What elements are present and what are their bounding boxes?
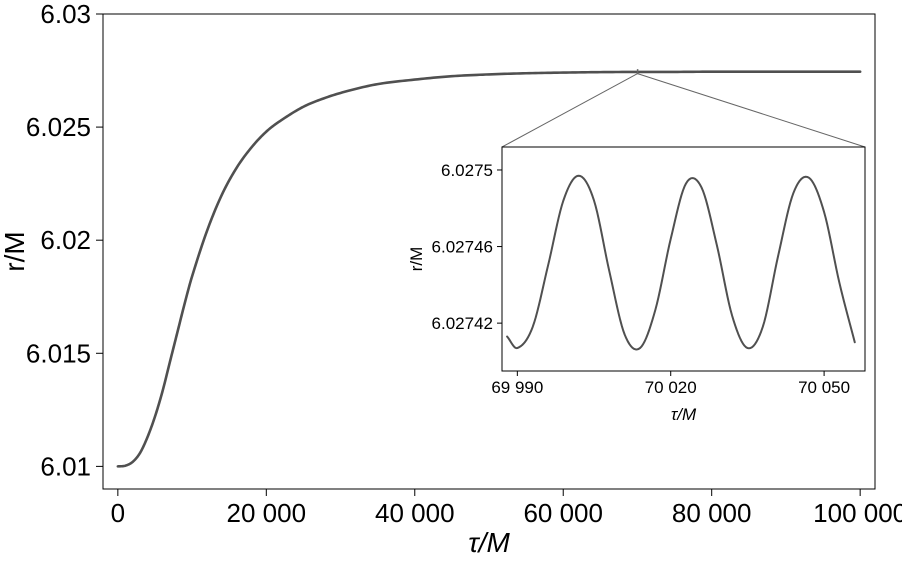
inset-x-axis-label: τ/M	[671, 405, 697, 424]
main-y-tick-label: 6.03	[40, 0, 91, 29]
main-x-tick-label: 40 000	[375, 498, 455, 528]
main-x-tick-label: 80 000	[672, 498, 752, 528]
main-y-tick-label: 6.01	[40, 451, 91, 481]
inset-background	[502, 147, 865, 371]
main-x-tick-label: 60 000	[523, 498, 603, 528]
zoom-connector-left	[501, 73, 638, 148]
main-x-tick-label: 20 000	[227, 498, 307, 528]
main-x-axis: 0 20 000 40 000 60 000 80 000 100 000	[111, 489, 902, 528]
main-series-line	[116, 70, 862, 468]
inset-y-axis: 6.02742 6.02746 6.0275	[432, 161, 502, 333]
inset-series-line	[506, 174, 856, 351]
main-x-tick-label: 100 000	[813, 498, 902, 528]
main-x-axis-label: τ/M	[468, 527, 510, 558]
main-y-tick-label: 6.02	[40, 225, 91, 255]
inset-y-tick-label: 6.02746	[432, 238, 493, 257]
inset-y-tick-label: 6.0275	[441, 161, 493, 180]
zoom-connector-right	[637, 73, 866, 148]
inset-x-tick-label: 70 020	[645, 378, 697, 397]
main-plot-frame	[102, 13, 876, 490]
main-y-tick-label: 6.025	[26, 112, 91, 142]
main-y-axis-label: r/M	[0, 231, 30, 271]
inset-x-tick-label: 70 050	[798, 378, 850, 397]
inset-y-axis-label: r/M	[407, 247, 426, 272]
main-y-tick-label: 6.015	[26, 338, 91, 368]
inset-x-tick-label: 69 990	[491, 378, 543, 397]
inset-y-tick-label: 6.02742	[432, 314, 493, 333]
zoom-indicator-box	[636, 69, 639, 75]
main-x-tick-label: 0	[111, 498, 125, 528]
inset-x-axis: 69 990 70 020 70 050	[491, 371, 850, 397]
inset-plot-frame	[501, 146, 866, 372]
main-y-axis: 6.01 6.015 6.02 6.025 6.03	[26, 0, 103, 481]
